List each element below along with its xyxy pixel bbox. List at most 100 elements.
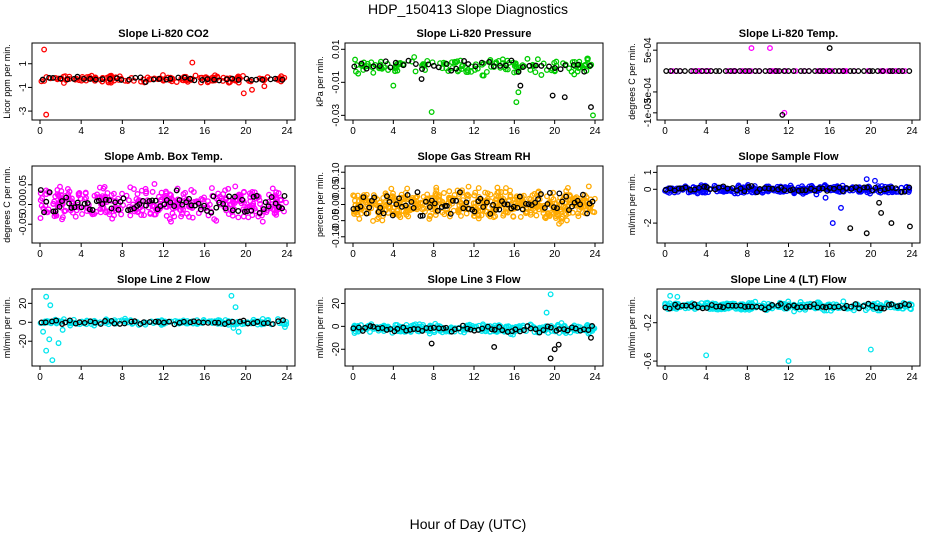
- data-point-black: [819, 303, 826, 310]
- x-tick-label: 0: [350, 372, 356, 383]
- data-point-black: [675, 185, 682, 192]
- data-point-black: [215, 319, 222, 326]
- x-tick-label: 20: [865, 126, 877, 137]
- data-point-black: [176, 197, 183, 204]
- data-point-black: [150, 76, 157, 83]
- data-point-black: [552, 65, 558, 71]
- data-point-black: [199, 77, 206, 83]
- data-point-black: [906, 302, 912, 308]
- data-point-black: [459, 322, 466, 329]
- data-point-black: [52, 208, 59, 215]
- data-point: [455, 207, 462, 213]
- data-point: [785, 358, 792, 365]
- data-point-black: [895, 68, 902, 75]
- data-point: [585, 183, 592, 190]
- data-point-black: [480, 203, 487, 210]
- data-point: [43, 111, 50, 118]
- data-point: [449, 200, 456, 207]
- data-point-black: [799, 187, 806, 194]
- data-point: [166, 191, 173, 198]
- data-point-black: [826, 68, 833, 75]
- data-point-black: [358, 60, 365, 67]
- data-point: [449, 64, 456, 71]
- data-point-black: [419, 327, 426, 334]
- data-point-black: [201, 202, 208, 209]
- data-point-black: [720, 304, 727, 311]
- data-point-black: [220, 200, 226, 207]
- data-point: [37, 215, 44, 222]
- panel-title: Slope Li-820 Pressure: [417, 28, 532, 40]
- data-point-black: [779, 111, 786, 118]
- data-point-black: [279, 76, 286, 83]
- data-point: [186, 213, 192, 220]
- y-tick-label: -20: [18, 334, 29, 349]
- data-point-black: [741, 188, 748, 195]
- data-point: [492, 203, 499, 210]
- data-point: [446, 196, 453, 203]
- x-tick-label: 0: [37, 249, 43, 260]
- data-point-black: [115, 206, 122, 213]
- x-tick-label: 8: [120, 126, 126, 137]
- data-point: [867, 346, 874, 353]
- data-point-black: [78, 204, 85, 211]
- data-point: [412, 68, 419, 75]
- y-tick-label: 0.01: [331, 39, 342, 59]
- x-tick-label: 16: [824, 249, 836, 260]
- data-point: [240, 90, 247, 97]
- x-tick-label: 20: [865, 249, 877, 260]
- x-tick-label: 20: [240, 126, 252, 137]
- x-tick-label: 8: [431, 126, 437, 137]
- data-point-black: [535, 196, 542, 203]
- data-point: [556, 220, 563, 227]
- y-tick-label: 0.10: [331, 162, 342, 182]
- data-point-black: [848, 303, 855, 310]
- data-point: [465, 183, 472, 190]
- data-point-black: [486, 59, 493, 65]
- data-point-black: [402, 202, 409, 209]
- data-point: [488, 63, 495, 70]
- data-point-black: [696, 184, 702, 191]
- data-point-black: [428, 340, 435, 347]
- data-point-black: [152, 197, 159, 204]
- x-tick-label: 4: [703, 372, 709, 383]
- data-point-black: [97, 321, 104, 327]
- data-point: [55, 192, 62, 199]
- data-point-black: [876, 199, 883, 206]
- data-point-black: [756, 68, 763, 75]
- data-point-black: [43, 198, 50, 205]
- data-point-black: [499, 327, 506, 334]
- data-point: [351, 193, 358, 200]
- data-point-black: [426, 204, 433, 211]
- data-point: [168, 218, 174, 225]
- data-point-black: [463, 199, 470, 206]
- data-point-black: [879, 68, 886, 75]
- data-point-black: [86, 206, 93, 213]
- data-point-black: [235, 208, 242, 214]
- data-point-black: [272, 200, 279, 207]
- data-point: [190, 189, 197, 195]
- x-tick-label: 12: [783, 126, 795, 137]
- data-point: [238, 200, 245, 207]
- panel-title: Slope Gas Stream RH: [417, 151, 530, 163]
- data-point: [694, 190, 701, 197]
- y-axis-label: Licor ppm per min.: [2, 44, 12, 119]
- data-point: [778, 187, 785, 194]
- data-point-black: [692, 68, 699, 75]
- data-point-black: [577, 201, 584, 208]
- data-point: [394, 207, 401, 214]
- data-point-black: [557, 66, 564, 73]
- data-point-black: [554, 205, 560, 212]
- data-point-black: [377, 204, 384, 211]
- data-point-black: [400, 324, 407, 331]
- data-point-black: [84, 200, 91, 207]
- x-tick-label: 12: [158, 372, 170, 383]
- data-point-black: [248, 207, 255, 214]
- x-tick-label: 4: [391, 372, 397, 383]
- data-point-black: [589, 198, 596, 205]
- data-point: [564, 184, 571, 191]
- y-tick-label: 0.00: [331, 194, 342, 214]
- data-point: [250, 200, 257, 207]
- data-point-black: [806, 68, 812, 75]
- data-point: [703, 352, 710, 359]
- data-point-black: [522, 200, 529, 207]
